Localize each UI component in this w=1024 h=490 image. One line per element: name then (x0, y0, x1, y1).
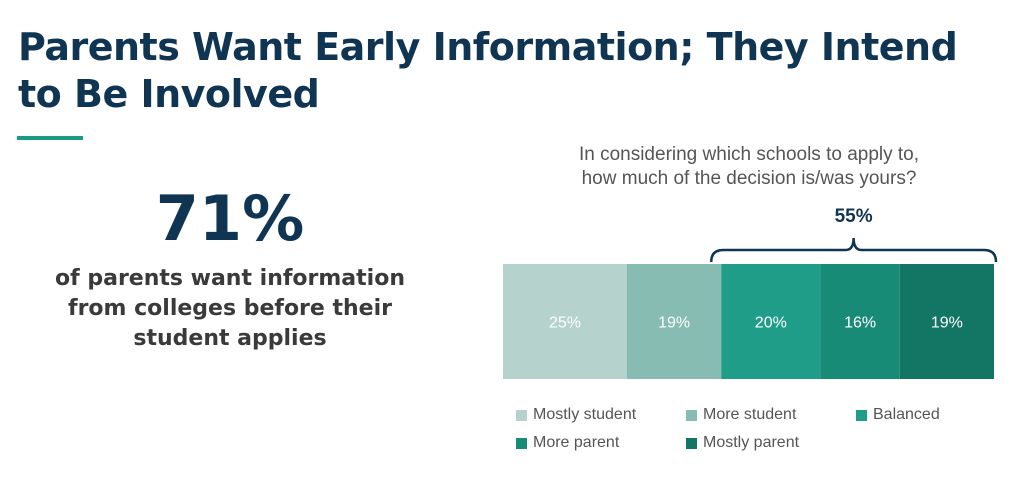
bar-segment-more-student (626, 264, 722, 379)
data-label-more-parent: 16% (844, 315, 876, 332)
legend-label-more-parent: More parent (533, 434, 620, 451)
slide-title-line1: Parents Want Early Information; They Int… (18, 25, 958, 69)
legend-swatch-more-parent (516, 437, 527, 449)
legend-item-more-parent: More parent (516, 433, 686, 453)
chart-question: In considering which schools to apply to… (500, 143, 998, 191)
parent-bracket (709, 237, 998, 263)
legend-label-mostly-parent: Mostly parent (703, 434, 800, 451)
data-label-mostly-parent: 19% (931, 315, 963, 332)
stat-description-line2: from colleges before their (68, 296, 392, 321)
bar-segment-balanced (721, 264, 821, 379)
stat-description-line1: of parents want information (55, 266, 405, 291)
legend-item-mostly-student: Mostly student (516, 405, 686, 425)
key-stat: 71% of parents want information from col… (30, 180, 430, 354)
legend-label-mostly-student: Mostly student (533, 406, 637, 423)
data-label-mostly-student: 25% (549, 315, 581, 332)
chart-question-line1: In considering which schools to apply to… (578, 144, 920, 165)
legend-swatch-mostly-student (516, 409, 527, 421)
chart-question-line2: how much of the decision is/was yours? (581, 168, 917, 189)
legend-item-balanced: Balanced (856, 405, 986, 425)
stat-description-line3: student applies (133, 326, 327, 351)
legend-label-balanced: Balanced (873, 406, 940, 423)
legend-swatch-balanced (856, 409, 867, 421)
stat-description: of parents want information from college… (40, 264, 420, 354)
chart-legend: Mostly student More student Balanced More p… (516, 405, 996, 453)
legend-label-more-student: More student (703, 406, 797, 423)
data-label-more-student: 19% (658, 315, 690, 332)
slide-title: Parents Want Early Information; They Int… (18, 24, 998, 118)
slide-title-line2: to Be Involved (18, 72, 320, 116)
bar-segment-mostly-student (503, 264, 627, 379)
title-underline (17, 136, 83, 140)
legend-item-more-student: More student (686, 405, 856, 425)
data-label-balanced: 20% (755, 315, 787, 332)
legend-swatch-mostly-parent (686, 437, 697, 449)
stat-value: 71% (155, 182, 305, 255)
bar-segment-more-parent (820, 264, 900, 379)
bracket-label: 55% (835, 206, 873, 227)
legend-item-mostly-parent: Mostly parent (686, 433, 856, 453)
bar-segment-mostly-parent (899, 264, 994, 379)
legend-swatch-more-student (686, 409, 697, 421)
